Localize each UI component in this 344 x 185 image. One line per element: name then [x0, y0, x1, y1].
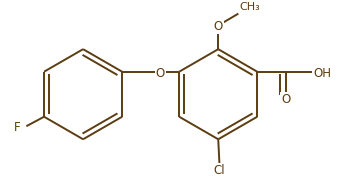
Text: O: O: [214, 21, 223, 33]
Text: CH₃: CH₃: [239, 2, 260, 12]
Text: O: O: [281, 93, 290, 106]
Text: F: F: [14, 121, 20, 134]
Text: OH: OH: [313, 67, 331, 80]
Text: O: O: [156, 67, 165, 80]
Text: Cl: Cl: [214, 164, 225, 177]
